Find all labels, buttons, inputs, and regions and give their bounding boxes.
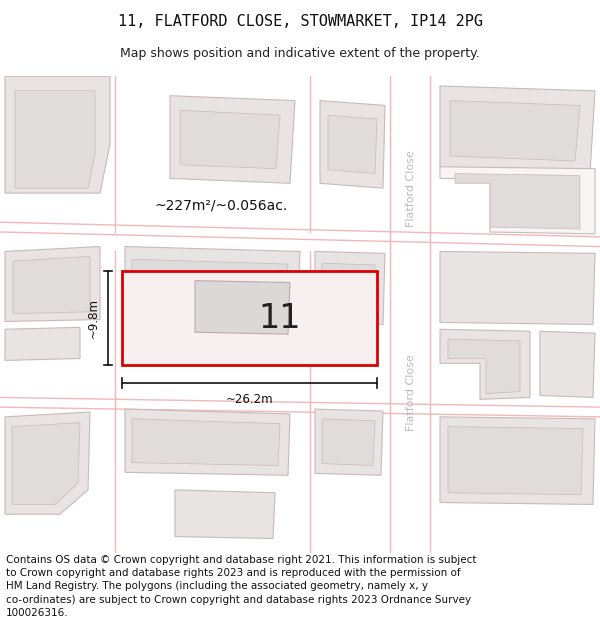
Polygon shape xyxy=(322,419,375,466)
Polygon shape xyxy=(322,263,375,312)
Polygon shape xyxy=(448,339,520,394)
Polygon shape xyxy=(5,246,100,321)
Polygon shape xyxy=(328,115,377,174)
Polygon shape xyxy=(440,329,530,399)
Polygon shape xyxy=(440,251,595,324)
Polygon shape xyxy=(175,490,275,539)
Polygon shape xyxy=(132,419,280,466)
Polygon shape xyxy=(5,76,110,193)
Polygon shape xyxy=(440,417,595,504)
Polygon shape xyxy=(320,101,385,188)
Text: Flatford Close: Flatford Close xyxy=(406,354,416,431)
Text: 11: 11 xyxy=(258,302,301,334)
Polygon shape xyxy=(125,409,290,475)
Polygon shape xyxy=(132,259,288,312)
Text: 11, FLATFORD CLOSE, STOWMARKET, IP14 2PG: 11, FLATFORD CLOSE, STOWMARKET, IP14 2PG xyxy=(118,14,482,29)
Polygon shape xyxy=(195,281,290,334)
Polygon shape xyxy=(180,110,280,169)
Bar xyxy=(122,271,377,365)
Text: ~227m²/~0.056ac.: ~227m²/~0.056ac. xyxy=(155,199,288,212)
Polygon shape xyxy=(5,412,90,514)
Text: Map shows position and indicative extent of the property.: Map shows position and indicative extent… xyxy=(120,48,480,60)
Polygon shape xyxy=(15,91,95,188)
Text: ~26.2m: ~26.2m xyxy=(226,392,274,406)
Polygon shape xyxy=(540,331,595,398)
Polygon shape xyxy=(13,256,90,314)
Text: Flatford Close: Flatford Close xyxy=(406,150,416,226)
Polygon shape xyxy=(12,422,80,504)
Text: ~9.8m: ~9.8m xyxy=(87,298,100,338)
Polygon shape xyxy=(315,251,385,324)
Text: Contains OS data © Crown copyright and database right 2021. This information is : Contains OS data © Crown copyright and d… xyxy=(6,555,476,618)
Polygon shape xyxy=(170,96,295,183)
Polygon shape xyxy=(5,328,80,361)
Polygon shape xyxy=(315,409,383,475)
Polygon shape xyxy=(455,174,580,229)
Polygon shape xyxy=(448,427,583,495)
Polygon shape xyxy=(440,86,595,174)
Polygon shape xyxy=(450,101,580,161)
Polygon shape xyxy=(125,246,300,324)
Polygon shape xyxy=(440,167,595,234)
